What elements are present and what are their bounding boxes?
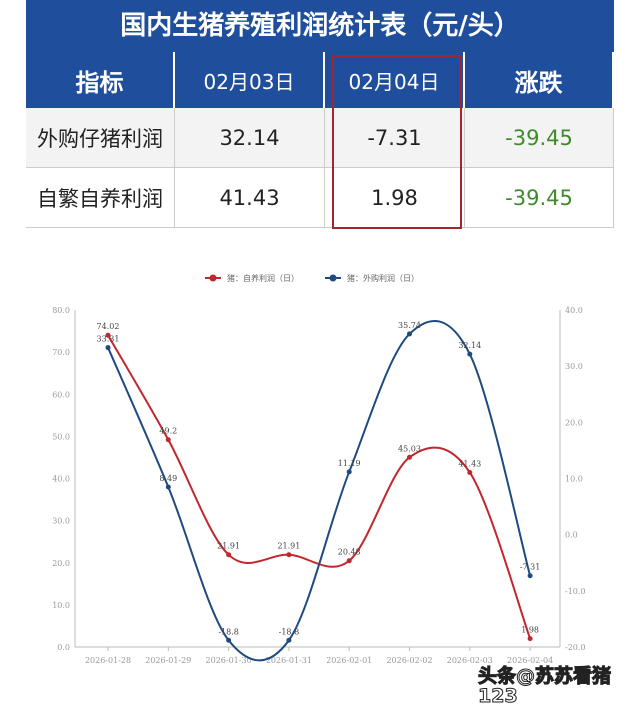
x-tick-label: 2026-02-04: [507, 656, 553, 665]
data-label: 32.14: [458, 341, 481, 350]
row-label: 外购仔猪利润: [26, 108, 175, 168]
row-value: 41.43: [175, 168, 325, 228]
data-point: [407, 454, 412, 460]
legend-marker: [209, 274, 217, 282]
data-label: 21.91: [217, 542, 240, 551]
data-label: 35.74: [398, 321, 421, 330]
x-tick-label: 2026-01-31: [266, 656, 312, 665]
x-tick-label: 2026-01-28: [85, 656, 131, 665]
table-title: 国内生猪养殖利润统计表（元/头）: [26, 0, 614, 52]
data-point: [527, 573, 533, 579]
header-indicator: 指标: [26, 52, 175, 108]
x-tick-label: 2026-01-30: [206, 656, 252, 665]
data-point: [286, 552, 292, 558]
data-label: 33.31: [97, 335, 120, 344]
x-tick-label: 2026-02-03: [447, 656, 493, 665]
x-tick-label: 2026-02-02: [386, 656, 432, 665]
series-line: [107, 319, 532, 662]
table-header: 指标 02月03日 02月04日 涨跌: [26, 52, 614, 108]
y-tick-left: 30.0: [52, 517, 70, 526]
line-chart: 0.0 10.0 20.0 30.0 40.0 50.0 60.0 70.0 80.0 -20.0…: [52, 273, 586, 665]
y-tick-left: 10.0: [52, 601, 70, 610]
highlight-box: [332, 55, 462, 229]
data-point: [165, 484, 171, 490]
row-value: 1.98: [325, 168, 465, 228]
data-label: 74.02: [97, 322, 120, 331]
header-change: 涨跌: [465, 52, 614, 108]
y-tick-right: 0.0: [565, 531, 578, 540]
header-date2: 02月04日: [325, 52, 465, 108]
x-tick-label: 2026-01-29: [145, 656, 191, 665]
y-tick-left: 40.0: [52, 475, 70, 484]
data-point: [346, 469, 352, 475]
data-point: [467, 469, 473, 475]
data-label: 8.49: [159, 474, 177, 483]
data-point: [165, 437, 171, 443]
row-change: -39.45: [465, 108, 614, 168]
data-point: [286, 637, 292, 643]
y-tick-right: -10.0: [565, 587, 586, 596]
data-label: 41.43: [458, 459, 481, 468]
data-point: [105, 345, 111, 351]
legend-label: 猪：外购利润（日）: [347, 273, 419, 283]
row-value: -7.31: [325, 108, 465, 168]
data-label: -18.8: [218, 627, 239, 636]
y-tick-left: 60.0: [52, 390, 70, 399]
data-label: -18.8: [279, 627, 300, 636]
data-point: [527, 636, 533, 642]
data-point: [105, 332, 111, 338]
row-label: 自繁自养利润: [26, 168, 175, 228]
data-point: [226, 637, 232, 643]
series-line: [107, 334, 532, 639]
data-label: 21.91: [277, 542, 300, 551]
data-label: 45.03: [398, 444, 421, 453]
data-label: 11.19: [338, 459, 361, 468]
table-row: 自繁自养利润 41.43 1.98 -39.45: [26, 168, 614, 228]
row-value: 32.14: [175, 108, 325, 168]
data-point: [346, 558, 352, 564]
data-point: [226, 552, 232, 558]
y-tick-right: -20.0: [565, 643, 586, 652]
y-tick-left: 20.0: [52, 559, 70, 568]
data-label: 49.2: [159, 427, 177, 436]
y-tick-right: 20.0: [565, 418, 583, 427]
data-label: -7.31: [520, 563, 541, 572]
header-date1: 02月03日: [175, 52, 325, 108]
y-tick-left: 50.0: [52, 432, 70, 441]
legend-label: 猪：自养利润（日）: [227, 273, 299, 283]
data-label: 1.98: [521, 626, 539, 635]
y-tick-right: 30.0: [565, 362, 583, 371]
y-tick-left: 70.0: [52, 348, 70, 357]
data-point: [467, 351, 473, 357]
y-tick-right: 10.0: [565, 475, 583, 484]
table-row: 外购仔猪利润 32.14 -7.31 -39.45: [26, 108, 614, 168]
data-label: 20.48: [338, 548, 361, 557]
x-tick-label: 2026-02-01: [326, 656, 372, 665]
legend-marker: [329, 274, 337, 282]
y-tick-right: 40.0: [565, 306, 583, 315]
y-tick-left: 0.0: [57, 643, 70, 652]
row-change: -39.45: [465, 168, 614, 228]
data-point: [407, 331, 412, 337]
y-tick-left: 80.0: [52, 306, 70, 315]
watermark: 头条@苏苏看猪123: [478, 665, 612, 707]
